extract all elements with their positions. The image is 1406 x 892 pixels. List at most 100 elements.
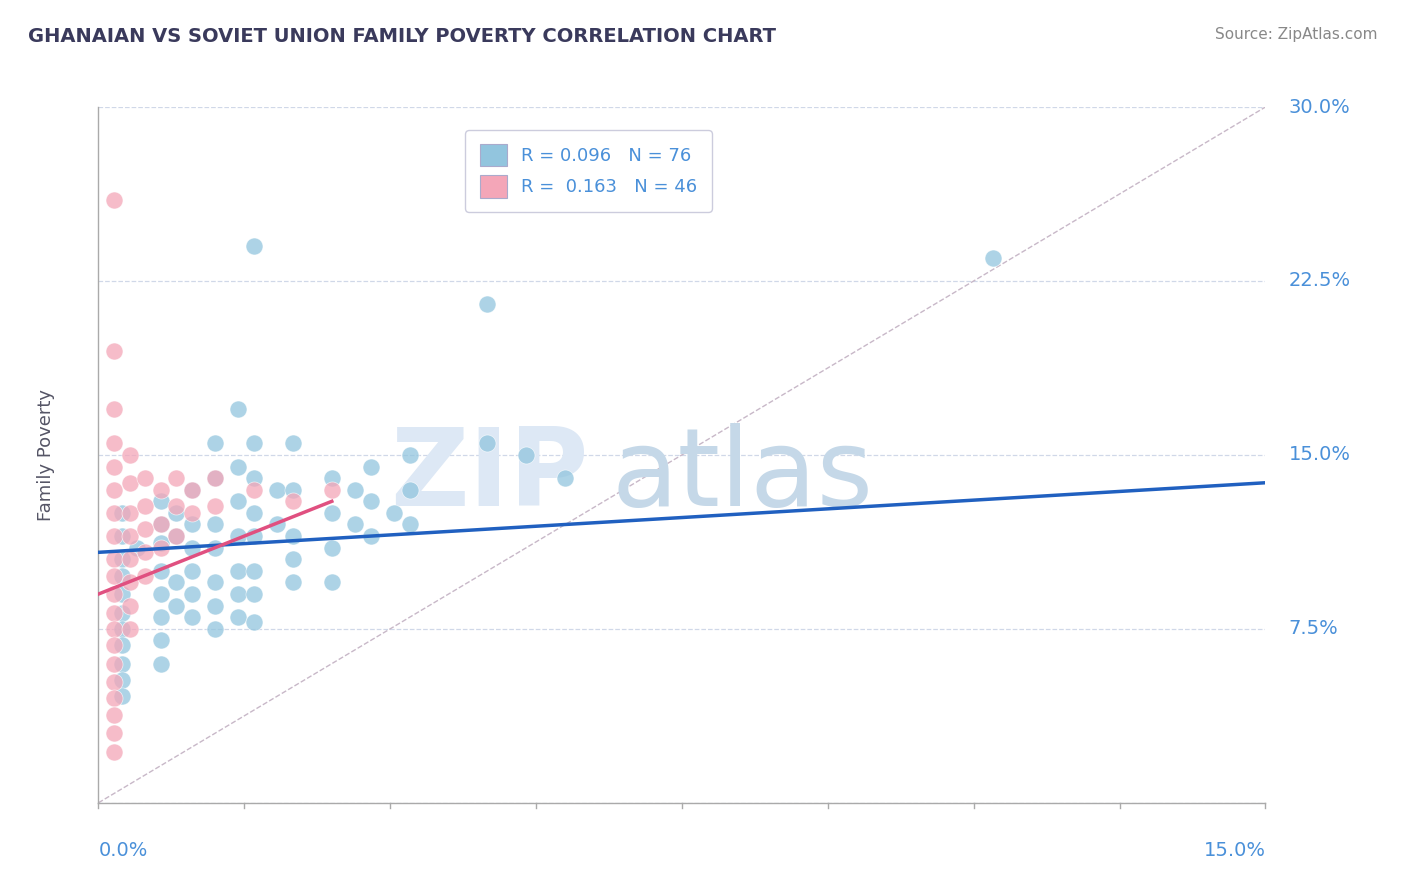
Point (103, 483, 125, 497)
Point (204, 436, 226, 450)
Point (111, 552, 134, 566)
Point (103, 401, 125, 416)
Point (243, 587, 266, 601)
Text: ZIP: ZIP (389, 423, 589, 529)
Point (103, 193, 125, 207)
Point (118, 599, 141, 613)
Point (165, 599, 187, 613)
Point (204, 517, 226, 532)
Point (118, 448, 141, 462)
Legend: R = 0.096   N = 76, R =  0.163   N = 46: R = 0.096 N = 76, R = 0.163 N = 46 (465, 130, 711, 212)
Point (204, 599, 226, 613)
Point (103, 568, 125, 582)
Point (360, 529, 382, 543)
Point (360, 459, 382, 474)
Point (281, 483, 304, 497)
Point (243, 483, 266, 497)
Point (398, 483, 420, 497)
Point (149, 564, 172, 578)
Point (398, 517, 420, 532)
Point (134, 545, 156, 559)
Point (477, 297, 499, 311)
Point (228, 529, 250, 543)
Point (118, 475, 141, 490)
Point (398, 448, 420, 462)
Point (228, 564, 250, 578)
Point (344, 483, 367, 497)
Point (149, 587, 172, 601)
Point (180, 541, 202, 555)
Point (554, 471, 576, 485)
Point (321, 506, 343, 520)
Point (360, 494, 382, 508)
Point (243, 239, 266, 253)
Text: 22.5%: 22.5% (1289, 271, 1351, 291)
Point (228, 401, 250, 416)
Point (118, 506, 141, 520)
Point (103, 745, 125, 759)
Point (149, 483, 172, 497)
Point (243, 436, 266, 450)
Point (103, 726, 125, 740)
Point (111, 657, 134, 671)
Point (118, 552, 141, 566)
Point (515, 448, 537, 462)
Point (204, 575, 226, 590)
Point (103, 707, 125, 722)
Point (321, 575, 343, 590)
Point (228, 459, 250, 474)
Point (111, 568, 134, 582)
Point (149, 536, 172, 550)
Point (111, 587, 134, 601)
Point (243, 615, 266, 629)
Point (111, 622, 134, 636)
Point (127, 541, 149, 555)
Point (165, 499, 187, 513)
Point (165, 471, 187, 485)
Point (281, 529, 304, 543)
Point (180, 506, 202, 520)
Text: atlas: atlas (612, 423, 875, 529)
Point (321, 541, 343, 555)
Point (180, 587, 202, 601)
Point (111, 638, 134, 652)
Point (281, 436, 304, 450)
Point (103, 343, 125, 358)
Point (204, 471, 226, 485)
Point (103, 587, 125, 601)
Text: 15.0%: 15.0% (1289, 445, 1351, 465)
Point (228, 610, 250, 624)
Point (344, 517, 367, 532)
Point (103, 436, 125, 450)
Text: Family Poverty: Family Poverty (37, 389, 55, 521)
Point (243, 471, 266, 485)
Point (118, 622, 141, 636)
Point (204, 499, 226, 513)
Point (281, 494, 304, 508)
Text: Source: ZipAtlas.com: Source: ZipAtlas.com (1215, 27, 1378, 42)
Point (111, 673, 134, 687)
Text: 15.0%: 15.0% (1204, 841, 1265, 860)
Point (103, 622, 125, 636)
Text: 30.0%: 30.0% (1289, 97, 1351, 117)
Point (228, 587, 250, 601)
Point (134, 568, 156, 582)
Point (243, 564, 266, 578)
Point (103, 638, 125, 652)
Point (103, 675, 125, 690)
Point (204, 622, 226, 636)
Point (266, 483, 288, 497)
Point (180, 517, 202, 532)
Text: 0.0%: 0.0% (98, 841, 148, 860)
Point (204, 541, 226, 555)
Point (165, 506, 187, 520)
Point (149, 541, 172, 555)
Point (149, 494, 172, 508)
Point (321, 483, 343, 497)
Point (134, 499, 156, 513)
Point (118, 575, 141, 590)
Point (165, 529, 187, 543)
Point (103, 552, 125, 566)
Point (477, 436, 499, 450)
Point (103, 606, 125, 620)
